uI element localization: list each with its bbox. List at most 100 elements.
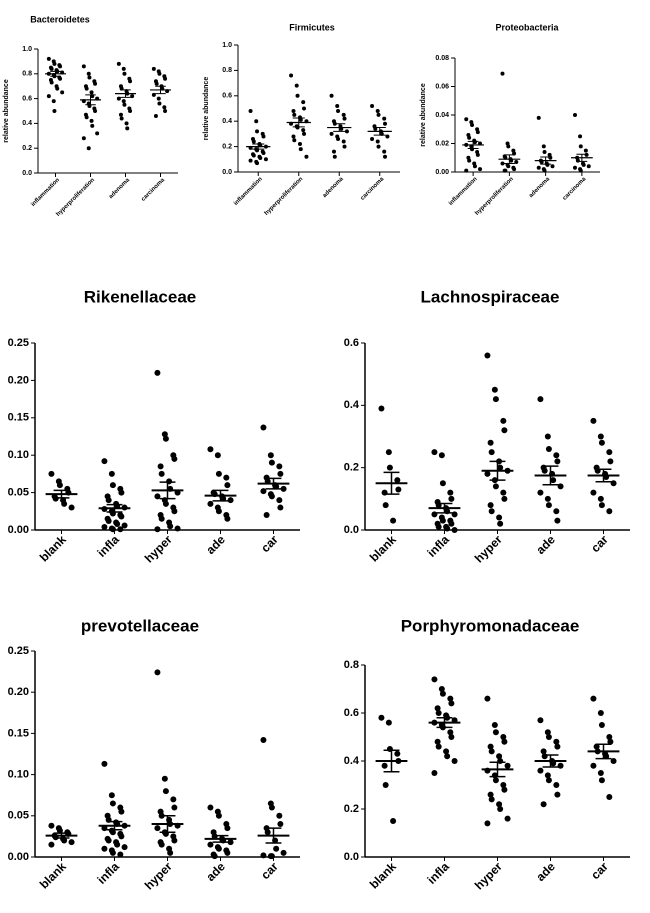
data-point xyxy=(119,116,124,121)
data-point xyxy=(114,521,121,528)
data-point xyxy=(487,791,494,798)
data-point xyxy=(598,502,605,509)
data-point xyxy=(332,154,337,159)
data-point xyxy=(276,812,283,819)
data-point xyxy=(121,66,126,71)
error-bar xyxy=(489,460,506,481)
data-point xyxy=(536,165,541,170)
data-point xyxy=(101,458,108,465)
data-point xyxy=(590,489,597,496)
y-tick-label: 0.10 xyxy=(8,769,29,781)
data-point xyxy=(118,489,125,496)
data-point xyxy=(86,71,91,76)
data-point xyxy=(227,497,234,504)
x-tick-label: hyperproliferation xyxy=(55,177,96,218)
data-point xyxy=(224,482,231,489)
data-point xyxy=(105,837,112,844)
data-point xyxy=(264,829,271,836)
data-point xyxy=(158,470,165,477)
error-bar xyxy=(373,127,386,136)
y-tick-label: 0.4 xyxy=(344,755,360,767)
data-point xyxy=(304,154,309,159)
data-point xyxy=(207,446,214,453)
data-point xyxy=(488,508,495,515)
data-point xyxy=(554,743,561,750)
data-point xyxy=(276,463,283,470)
data-point xyxy=(95,131,100,136)
data-point xyxy=(394,750,401,757)
data-point xyxy=(122,71,127,76)
data-point xyxy=(268,493,275,500)
data-point xyxy=(503,168,508,173)
data-point xyxy=(382,116,387,121)
x-tick-label: ade xyxy=(203,859,228,884)
error-bar xyxy=(595,468,612,483)
data-point xyxy=(329,93,334,98)
data-point xyxy=(439,480,446,487)
data-point xyxy=(378,714,385,721)
y-tick-label: 0.8 xyxy=(22,71,32,78)
data-point xyxy=(492,483,499,490)
data-point xyxy=(583,148,588,153)
x-tick-label: hyper xyxy=(472,859,505,892)
data-point xyxy=(125,126,130,131)
data-point xyxy=(545,777,552,784)
data-point xyxy=(496,514,503,521)
data-point xyxy=(167,849,174,856)
data-point xyxy=(93,109,98,113)
y-tick-label: 0.2 xyxy=(344,803,359,815)
data-point xyxy=(597,495,604,502)
data-point xyxy=(84,86,89,91)
data-point xyxy=(500,782,507,788)
data-point xyxy=(84,115,89,120)
data-point xyxy=(448,495,455,502)
data-point xyxy=(276,497,283,504)
data-point xyxy=(447,695,454,702)
data-point xyxy=(575,158,580,163)
data-point xyxy=(157,101,162,106)
data-point xyxy=(151,92,156,97)
error-bar xyxy=(159,815,176,834)
data-point xyxy=(553,738,560,745)
error-bar xyxy=(106,820,123,831)
data-point xyxy=(467,158,472,163)
data-point xyxy=(295,93,300,98)
y-tick-label: 1.0 xyxy=(22,46,32,53)
data-point xyxy=(258,156,263,161)
data-point xyxy=(268,459,275,466)
error-bar xyxy=(436,502,453,514)
data-point xyxy=(435,743,442,750)
data-point xyxy=(378,405,385,412)
x-tick-label: inflammation xyxy=(30,177,61,208)
data-point xyxy=(170,796,177,803)
data-point xyxy=(68,839,75,846)
data-point xyxy=(87,75,92,80)
data-point xyxy=(121,522,128,529)
data-point xyxy=(606,794,613,800)
y-tick-label: 0.00 xyxy=(8,851,29,863)
data-point xyxy=(341,139,346,144)
data-point xyxy=(56,482,63,489)
data-point xyxy=(544,772,551,779)
data-point xyxy=(448,734,455,740)
error-bar xyxy=(155,85,166,95)
data-point xyxy=(484,695,491,702)
data-point xyxy=(504,762,511,769)
data-point xyxy=(118,808,125,815)
data-point xyxy=(254,119,259,124)
error-bar xyxy=(292,117,305,128)
data-point xyxy=(557,483,564,490)
data-point xyxy=(448,520,455,527)
data-point xyxy=(105,497,112,504)
data-point xyxy=(108,792,115,799)
data-point xyxy=(302,131,307,136)
data-point xyxy=(162,435,169,442)
data-point xyxy=(61,837,68,844)
error-bar xyxy=(503,154,515,164)
error-bar xyxy=(212,834,229,843)
data-point xyxy=(294,83,299,88)
error-bar xyxy=(212,489,229,502)
data-point xyxy=(597,710,604,716)
data-point xyxy=(610,758,617,764)
